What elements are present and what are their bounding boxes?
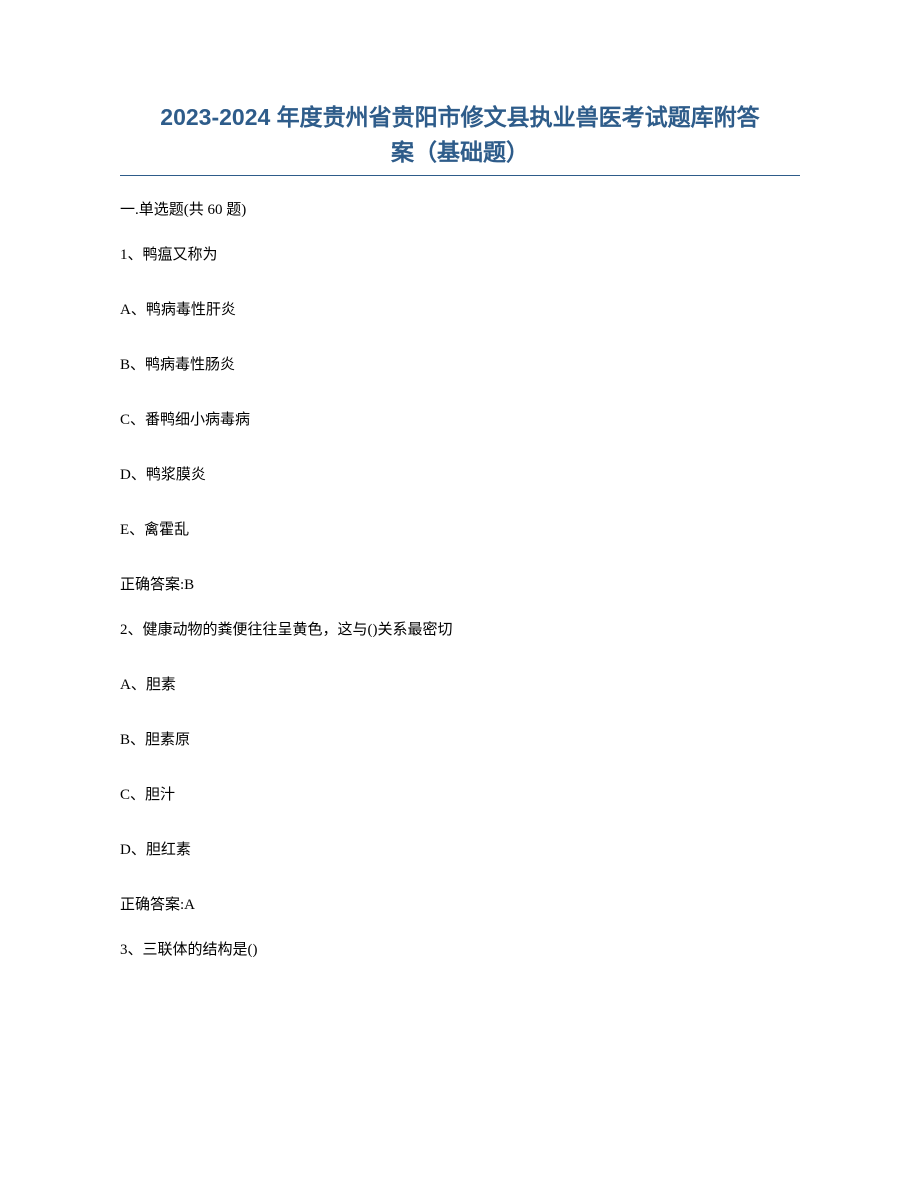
question-2: 2、健康动物的粪便往往呈黄色，这与()关系最密切	[120, 618, 800, 639]
option-label: D、	[120, 842, 146, 858]
option-text: 鸭浆膜炎	[146, 467, 206, 483]
option-text: 鸭病毒性肠炎	[145, 357, 235, 373]
option-label: C、	[120, 787, 145, 803]
option-text: 胆红素	[146, 842, 191, 858]
option-text: 番鸭细小病毒病	[145, 412, 250, 428]
answer-2: 正确答案:A	[120, 893, 800, 914]
option-c: C、番鸭细小病毒病	[120, 408, 800, 429]
answer-1: 正确答案:B	[120, 573, 800, 594]
answer-value: A	[184, 897, 195, 913]
title-divider	[120, 175, 800, 176]
option-label: E、	[120, 522, 144, 538]
question-number: 3、	[120, 942, 143, 958]
option-label: B、	[120, 732, 145, 748]
answer-value: B	[184, 577, 194, 593]
question-text-content: 鸭瘟又称为	[143, 247, 218, 263]
option-text: 禽霍乱	[144, 522, 189, 538]
option-text: 胆素	[146, 677, 176, 693]
option-b: B、胆素原	[120, 728, 800, 749]
section-header: 一.单选题(共 60 题)	[120, 198, 800, 219]
title-line-1: 2023-2024 年度贵州省贵阳市修文县执业兽医考试题库附答	[160, 104, 759, 130]
question-3: 3、三联体的结构是()	[120, 938, 800, 959]
document-title: 2023-2024 年度贵州省贵阳市修文县执业兽医考试题库附答 案（基础题）	[120, 100, 800, 169]
option-d: D、鸭浆膜炎	[120, 463, 800, 484]
option-b: B、鸭病毒性肠炎	[120, 353, 800, 374]
option-label: A、	[120, 302, 146, 318]
question-text-content: 健康动物的粪便往往呈黄色，这与()关系最密切	[143, 622, 453, 638]
answer-label: 正确答案:	[120, 577, 184, 593]
question-number: 2、	[120, 622, 143, 638]
option-a: A、胆素	[120, 673, 800, 694]
question-number: 1、	[120, 247, 143, 263]
option-c: C、胆汁	[120, 783, 800, 804]
option-label: A、	[120, 677, 146, 693]
title-line-2: 案（基础题）	[391, 139, 529, 165]
answer-label: 正确答案:	[120, 897, 184, 913]
option-label: D、	[120, 467, 146, 483]
option-text: 胆素原	[145, 732, 190, 748]
option-text: 胆汁	[145, 787, 175, 803]
option-label: B、	[120, 357, 145, 373]
option-d: D、胆红素	[120, 838, 800, 859]
option-text: 鸭病毒性肝炎	[146, 302, 236, 318]
option-a: A、鸭病毒性肝炎	[120, 298, 800, 319]
question-1: 1、鸭瘟又称为	[120, 243, 800, 264]
option-e: E、禽霍乱	[120, 518, 800, 539]
question-text-content: 三联体的结构是()	[143, 942, 258, 958]
option-label: C、	[120, 412, 145, 428]
